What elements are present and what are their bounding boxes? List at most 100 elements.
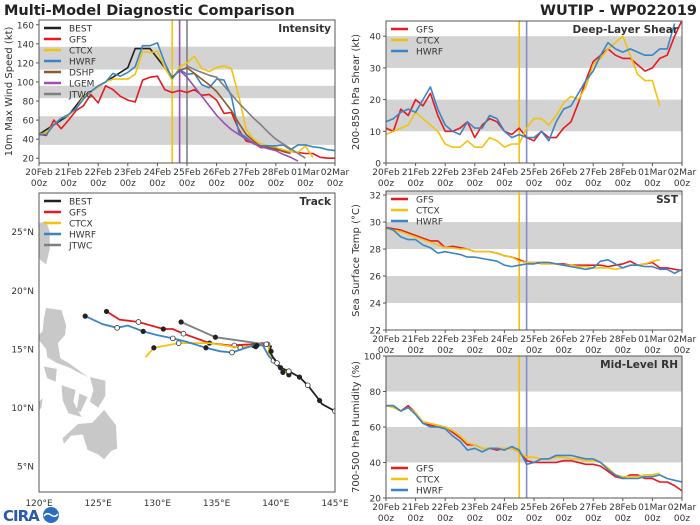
legend-item-hwrf: HWRF: [391, 487, 443, 497]
y-axis-label: 10m Max Wind Speed (kt): [4, 26, 15, 156]
x-tick-label-date: 22Feb: [432, 335, 460, 345]
legend-label: CTCX: [416, 207, 440, 217]
legend-item-ctcx: CTCX: [391, 37, 440, 47]
legend-item-jtwc: JTWC: [44, 242, 92, 252]
series-line-hwrf: [39, 42, 335, 152]
x-tick-label-date: 21Feb: [402, 503, 430, 513]
y-tick-label: 60: [370, 424, 382, 434]
y-tick-label: 10: [370, 128, 382, 138]
x-tick-label-date: 22Feb: [432, 168, 460, 178]
series-line-best: [39, 47, 181, 136]
plot-frame: [385, 190, 683, 331]
y-tick-label: 80: [370, 388, 382, 398]
x-tick-label-hour: 00z: [378, 346, 394, 356]
y-axis-label: 200-850 hPa Shear (kt): [351, 34, 362, 150]
y-tick-label: 80: [23, 98, 35, 108]
legend-label: BEST: [69, 25, 93, 35]
legend-item-ctcx: CTCX: [44, 47, 93, 57]
track-marker-filled: [82, 313, 88, 319]
x-tick-label-date: 23Feb: [114, 168, 142, 178]
panel-shear: 01020304020Feb00z21Feb00z22Feb00z23Feb00…: [351, 20, 697, 189]
legend-item-hwrf: HWRF: [44, 231, 96, 241]
x-tick-label-date: 23Feb: [461, 335, 489, 345]
x-tick-label-hour: 00z: [437, 514, 453, 524]
legend-label: JTWC: [68, 242, 92, 252]
x-tick-label-hour: 00z: [408, 346, 424, 356]
x-tick-label-hour: 00z: [556, 179, 572, 189]
series-line-hwrf: [386, 226, 682, 275]
legend-label: CTCX: [416, 37, 440, 47]
legend-item-ctcx: CTCX: [391, 207, 440, 217]
x-tick-label-hour: 00z: [526, 346, 542, 356]
x-tick-label-date: 01Mar: [291, 168, 320, 178]
landmass: [39, 221, 50, 265]
panel-title: Intensity: [278, 23, 331, 35]
x-tick-label-date: 24Feb: [144, 168, 172, 178]
track-marker-open: [135, 319, 142, 325]
lat-tick-label: 5°N: [17, 463, 34, 473]
y-tick-label: 40: [23, 136, 35, 146]
x-tick-label-date: 28Feb: [609, 503, 637, 513]
y-tick-label: 60: [23, 117, 35, 127]
x-tick-label-hour: 00z: [615, 346, 631, 356]
series-line-jtwc: [186, 65, 306, 159]
panel-title: Track: [300, 196, 332, 208]
y-tick-label: 20: [370, 96, 382, 106]
legend-label: HWRF: [69, 58, 96, 68]
lon-tick-label: 125°E: [85, 499, 113, 509]
x-tick-label-hour: 00z: [674, 514, 690, 524]
x-tick-label-hour: 00z: [408, 514, 424, 524]
landmass: [39, 398, 43, 411]
legend-label: GFS: [69, 36, 87, 46]
x-tick-label-hour: 00z: [467, 179, 483, 189]
x-tick-label-date: 02Mar: [321, 168, 350, 178]
y-tick-label: 20: [370, 495, 382, 505]
x-tick-label-hour: 00z: [268, 179, 284, 189]
storm-title: WUTIP - WP022019: [540, 3, 697, 19]
x-tick-label-hour: 00z: [644, 514, 660, 524]
track-marker-filled: [317, 397, 323, 404]
legend-item-best: BEST: [44, 25, 93, 35]
x-tick-label-date: 25Feb: [520, 503, 548, 513]
x-tick-label-date: 25Feb: [520, 168, 548, 178]
track-marker-open: [332, 408, 335, 414]
x-tick-label-date: 22Feb: [85, 168, 113, 178]
track-marker-filled: [160, 326, 166, 332]
track-line-jtwc: [180, 321, 271, 347]
x-tick-label-hour: 00z: [238, 179, 254, 189]
figure-title: Multi-Model Diagnostic Comparison: [4, 3, 295, 19]
lat-tick-label: 15°N: [11, 345, 34, 355]
x-tick-label-date: 24Feb: [491, 503, 519, 513]
legend-item-lgem: LGEM: [44, 80, 94, 90]
track-marker-open: [304, 382, 311, 389]
series-line-hwrf: [386, 404, 682, 483]
legend-label: HWRF: [416, 218, 443, 228]
x-tick-label-hour: 00z: [585, 346, 601, 356]
track-marker-open: [114, 325, 120, 331]
y-axis-label: Sea Surface Temp (°C): [351, 204, 362, 317]
track-marker-open: [286, 368, 292, 375]
x-tick-label-hour: 00z: [408, 179, 424, 189]
x-tick-label-date: 26Feb: [550, 168, 578, 178]
panel-title: SST: [656, 194, 679, 206]
x-tick-label-hour: 00z: [585, 514, 601, 524]
x-tick-label-hour: 00z: [149, 179, 165, 189]
x-tick-label-date: 26Feb: [550, 503, 578, 513]
legend-item-gfs: GFS: [391, 196, 434, 206]
x-tick-label-date: 25Feb: [173, 168, 201, 178]
panel-rh: 2040608010020Feb00z21Feb00z22Feb00z23Feb…: [351, 353, 697, 525]
x-tick-label-date: 20Feb: [372, 168, 400, 178]
landmass: [89, 377, 106, 408]
x-tick-label-date: 27Feb: [580, 335, 608, 345]
x-tick-label-hour: 00z: [556, 346, 572, 356]
landmass: [76, 393, 88, 413]
x-tick-label-date: 22Feb: [432, 503, 460, 513]
x-tick-label-hour: 00z: [467, 514, 483, 524]
legend-label: LGEM: [69, 80, 94, 90]
lat-tick-label: 10°N: [11, 404, 34, 414]
panel-track: 5°N 10°N 15°N 20°N 25°N 120°E 125°E 130°E 135°E 1…: [11, 192, 349, 509]
